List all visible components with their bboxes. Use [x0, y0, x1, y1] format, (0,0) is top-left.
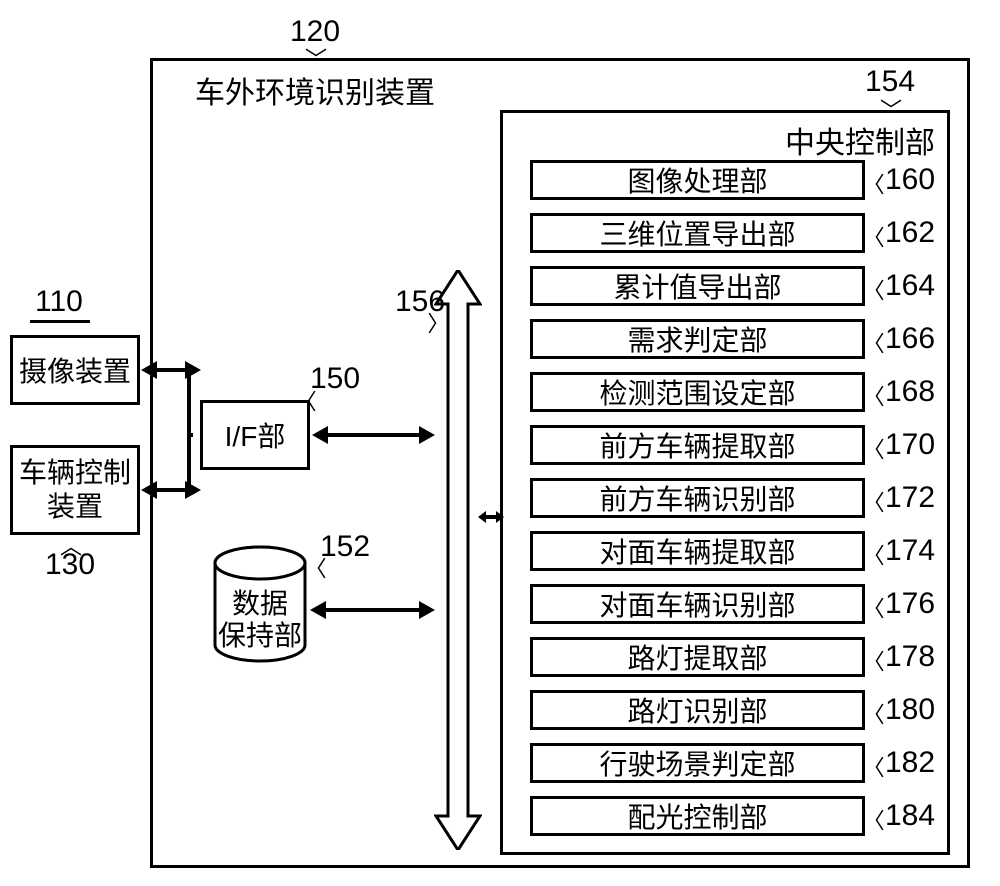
arrow-bus-to-central: [478, 507, 504, 527]
arrow-camera-if-vert: [187, 368, 191, 435]
module-ref: 172: [885, 481, 935, 515]
module-ref: 182: [885, 746, 935, 780]
module-row: 行驶场景判定部: [530, 743, 865, 783]
module-ref: 176: [885, 587, 935, 621]
diagram-canvas: 车外环境识别装置 120 ﹀ 中央控制部 154 ﹀ 图像处理部﹀160三维位置…: [0, 0, 1000, 886]
camera-box: 摄像装置: [10, 335, 140, 405]
camera-label: 摄像装置: [19, 350, 131, 390]
module-row: 累计值导出部: [530, 266, 865, 306]
module-ref: 166: [885, 322, 935, 356]
module-ref: 160: [885, 163, 935, 197]
module-row: 三维位置导出部: [530, 213, 865, 253]
module-row: 对面车辆提取部: [530, 531, 865, 571]
module-row: 配光控制部: [530, 796, 865, 836]
module-ref: 162: [885, 216, 935, 250]
data-store-label: 数据 保持部: [215, 588, 305, 652]
module-row: 前方车辆识别部: [530, 478, 865, 518]
arrow-vehctrl-if: [155, 488, 187, 492]
central-control-tick: ﹀: [880, 93, 902, 125]
outer-device-title: 车外环境识别装置: [195, 68, 435, 112]
bus-tick: ﹀: [422, 312, 454, 334]
module-ref: 184: [885, 799, 935, 833]
outer-device-tick: ﹀: [305, 42, 327, 74]
module-ref: 168: [885, 375, 935, 409]
module-ref: 180: [885, 693, 935, 727]
module-ref: 174: [885, 534, 935, 568]
camera-ref: 110: [35, 285, 83, 319]
if-block-label: I/F部: [225, 415, 286, 455]
module-row: 前方车辆提取部: [530, 425, 865, 465]
module-row: 图像处理部: [530, 160, 865, 200]
central-control-title: 中央控制部: [785, 118, 935, 162]
vehicle-control-label: 车辆控制 装置: [19, 456, 131, 523]
vehicle-control-box: 车辆控制 装置: [10, 445, 140, 535]
vehicle-control-tick: ﹀: [60, 530, 82, 562]
arrow-datastore-bus: [324, 608, 421, 612]
module-row: 路灯识别部: [530, 690, 865, 730]
arrow-if-bus: [326, 433, 421, 437]
module-ref: 178: [885, 640, 935, 674]
data-store-tick: ﹀: [300, 557, 332, 579]
arrow-camera-if: [155, 368, 187, 372]
camera-ref-underline: [30, 320, 90, 323]
module-row: 需求判定部: [530, 319, 865, 359]
if-block-tick: ﹀: [290, 390, 322, 412]
module-ref: 164: [885, 269, 935, 303]
arrow-vehctrl-if-vert: [187, 435, 191, 492]
module-row: 检测范围设定部: [530, 372, 865, 412]
bus-arrow: [434, 270, 482, 850]
module-row: 对面车辆识别部: [530, 584, 865, 624]
module-row: 路灯提取部: [530, 637, 865, 677]
module-ref: 170: [885, 428, 935, 462]
